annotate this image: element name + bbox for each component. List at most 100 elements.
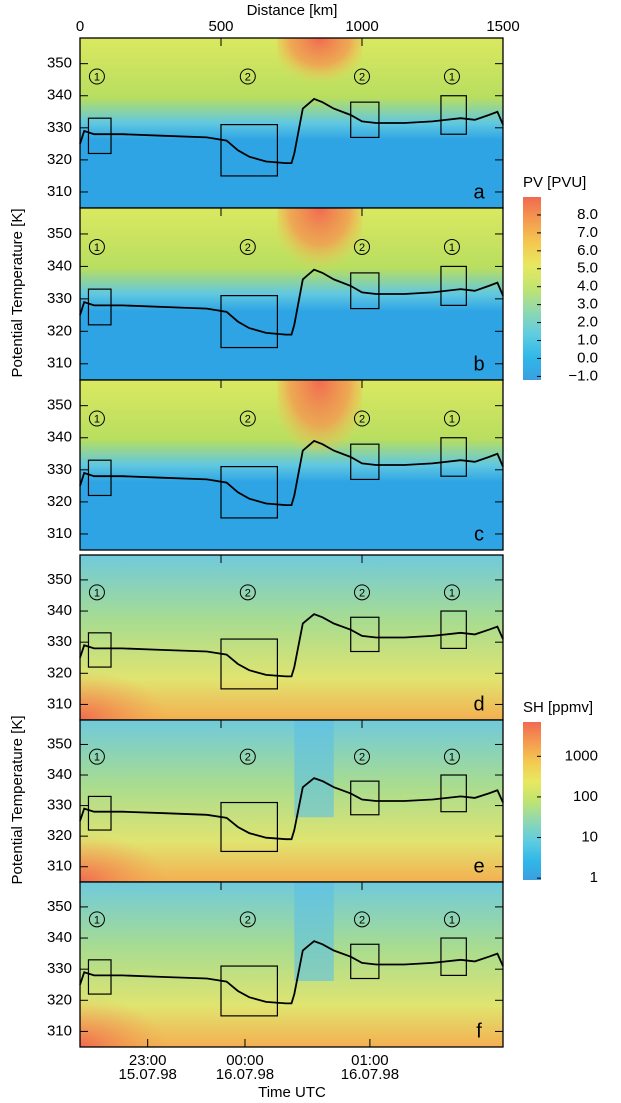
region-label: 2 [245,752,251,764]
region-marker [239,911,256,928]
panel-letter: c [474,523,484,545]
box [220,638,279,690]
y-tick-label: 320 [47,827,72,844]
region-marker [443,68,460,85]
y-tick-label: 340 [47,766,72,783]
region-marker [88,584,105,601]
y-axis-title: Potential Temperature [K] [9,209,26,378]
box [440,774,467,813]
box [220,466,279,519]
panel-letter: a [473,181,485,203]
colorbar-tick-label: 1000 [565,747,598,764]
region-marker [354,410,370,427]
colorbar [523,197,541,380]
y-tick-label: 350 [47,225,72,242]
colorbar-tick-label: 0.0 [577,349,598,366]
region-label: 1 [449,413,455,425]
box [440,95,467,135]
flight-line [79,97,504,164]
region-label: 2 [245,242,251,254]
y-tick-label: 320 [47,322,72,339]
y-tick-label: 350 [47,397,72,414]
flight-line [79,268,504,336]
box [350,272,380,310]
region-label: 1 [449,752,455,764]
time-tick-date: 15.07.98 [118,1066,176,1083]
box [87,459,112,497]
panel-letter: d [473,693,484,715]
panel: 310 320 330 340 350 1 2 2 1 f [47,881,504,1048]
flight-line [79,439,504,506]
colorbar-tick-label: 3.0 [577,296,598,313]
region-label: 2 [245,413,251,425]
panel-letter: e [473,855,484,877]
x-tick-label: 1000 [345,18,378,35]
y-axis-title: Potential Temperature [K] [9,716,26,885]
box [220,295,279,349]
colorbar [523,722,541,880]
region-marker [443,410,460,427]
box [350,616,380,653]
region-label: 2 [359,242,365,254]
region-label: 2 [245,914,251,926]
region-label: 1 [449,242,455,254]
box [440,265,467,306]
field-plume [277,208,362,312]
box [87,117,112,155]
x-tick-label: 500 [208,18,233,35]
x-axis-title-top: Distance [km] [247,2,338,19]
y-tick-label: 310 [47,695,72,712]
panel-letter: b [473,353,484,375]
y-tick-label: 310 [47,858,72,875]
region-marker [443,911,460,928]
region-label: 2 [359,914,365,926]
y-tick-label: 320 [47,664,72,681]
region-marker [443,748,460,765]
region-label: 1 [94,914,100,926]
region-label: 1 [94,413,100,425]
panel-frame [79,379,504,551]
colorbar-title: PV [PVU] [523,174,586,191]
region-marker [88,68,105,85]
box [220,801,279,853]
y-tick-label: 350 [47,898,72,915]
time-tick-label: 23:00 [129,1052,167,1069]
flight-line [79,777,504,841]
y-tick-label: 330 [47,290,72,307]
box [350,101,380,139]
region-marker [354,911,370,928]
y-tick-label: 310 [47,1022,72,1039]
region-marker [354,68,370,85]
region-label: 1 [449,71,455,83]
box [87,632,112,668]
y-tick-label: 340 [47,429,72,446]
box [87,959,112,995]
y-tick-label: 320 [47,151,72,168]
y-tick-label: 310 [47,183,72,200]
y-tick-label: 350 [47,55,72,72]
panel-letter: f [476,1020,482,1042]
y-tick-label: 310 [47,355,72,372]
region-label: 2 [359,413,365,425]
region-marker [443,584,460,601]
box [440,937,467,976]
region-marker [88,748,105,765]
panel-frame [79,881,504,1048]
region-marker [354,748,370,765]
colorbar-tick-label: 2.0 [577,314,598,331]
y-tick-label: 340 [47,257,72,274]
colorbar-tick-label: 10 [581,829,598,846]
y-tick-label: 330 [47,119,72,136]
region-label: 1 [94,752,100,764]
y-tick-label: 330 [47,461,72,478]
time-tick-label: 00:00 [226,1052,264,1069]
region-label: 2 [245,71,251,83]
time-tick-date: 16.07.98 [341,1066,399,1083]
panel: 310 320 330 340 350 1 2 2 1 d [47,554,504,721]
region-marker [239,410,256,427]
box [440,437,467,477]
y-tick-label: 310 [47,525,72,542]
colorbar-tick-label: 5.0 [577,260,598,277]
time-tick-date: 16.07.98 [216,1066,274,1083]
